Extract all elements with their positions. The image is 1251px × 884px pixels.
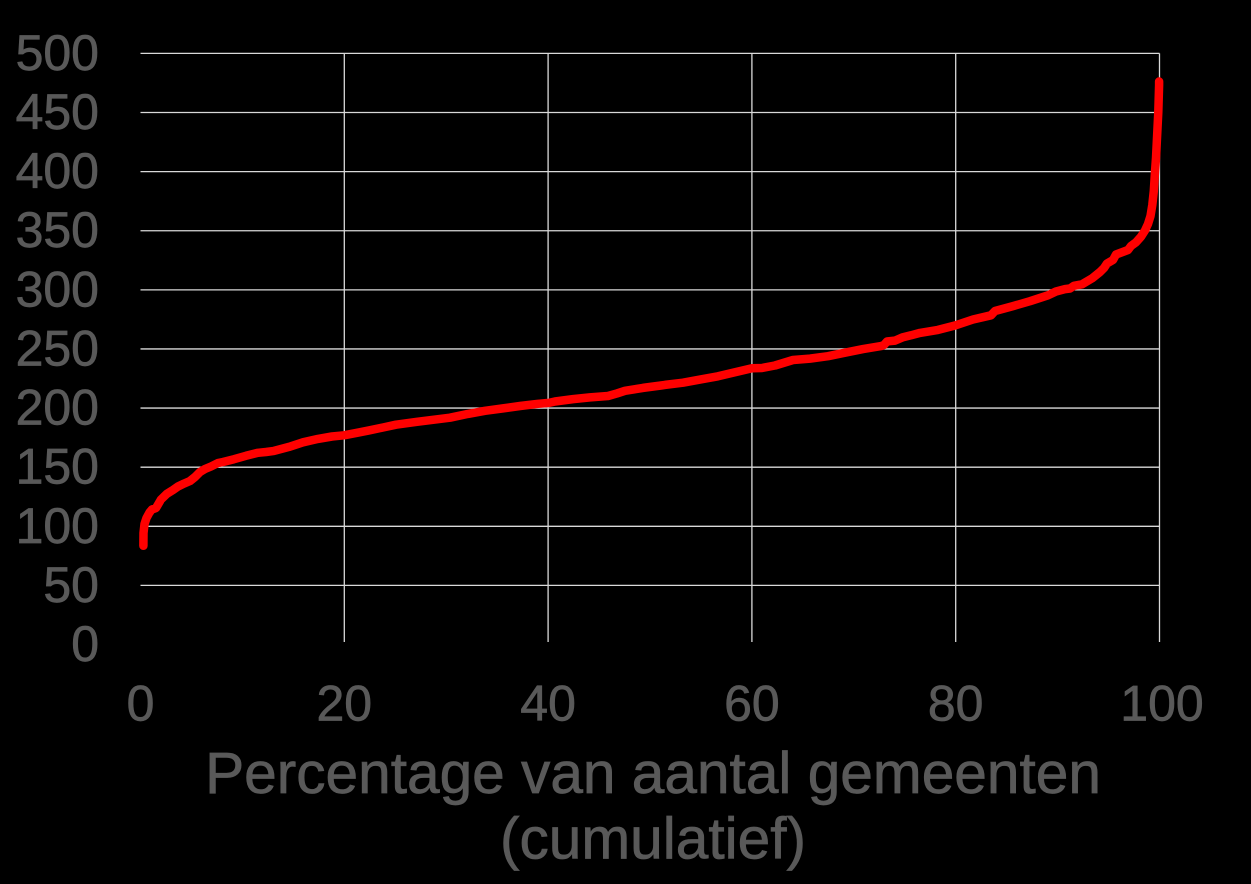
- svg-text:(cumulatief): (cumulatief): [500, 807, 806, 872]
- svg-text:20: 20: [316, 676, 372, 732]
- svg-text:50: 50: [43, 557, 99, 613]
- svg-text:350: 350: [16, 202, 99, 258]
- svg-text:200: 200: [16, 380, 99, 436]
- svg-text:300: 300: [16, 261, 99, 317]
- svg-text:80: 80: [928, 676, 984, 732]
- svg-text:250: 250: [16, 321, 99, 377]
- svg-text:0: 0: [127, 676, 155, 732]
- svg-text:500: 500: [16, 25, 99, 81]
- svg-text:450: 450: [16, 84, 99, 140]
- svg-text:100: 100: [16, 498, 99, 554]
- svg-text:Percentage van aantal gemeente: Percentage van aantal gemeenten: [205, 741, 1101, 806]
- svg-text:100: 100: [1120, 676, 1203, 732]
- svg-text:40: 40: [520, 676, 576, 732]
- svg-text:60: 60: [724, 676, 780, 732]
- svg-text:150: 150: [16, 439, 99, 495]
- svg-text:0: 0: [71, 616, 99, 672]
- svg-text:400: 400: [16, 143, 99, 199]
